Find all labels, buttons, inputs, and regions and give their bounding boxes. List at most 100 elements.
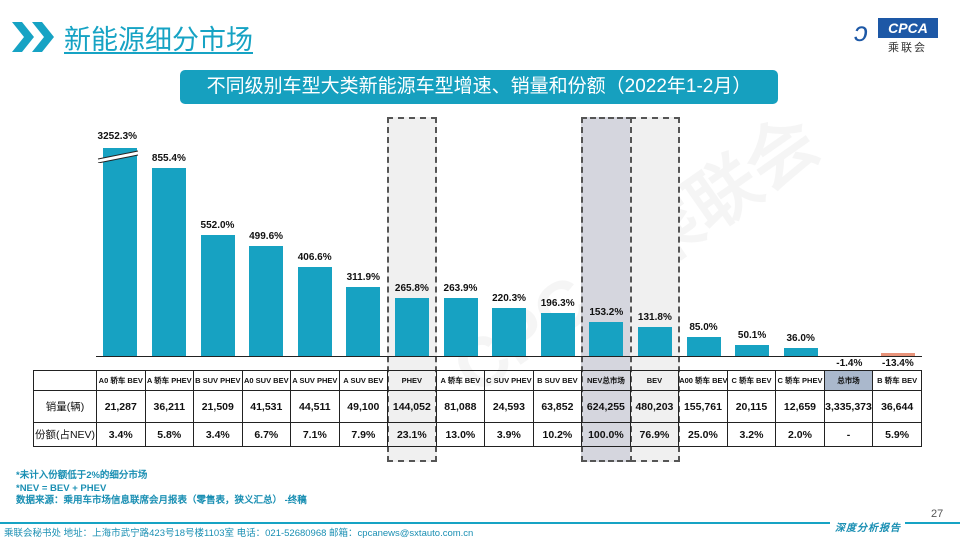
- bar: [394, 297, 429, 356]
- bar: [297, 266, 332, 356]
- table-cell: 100.0%: [581, 422, 631, 447]
- table-cell: 25.0%: [678, 422, 728, 447]
- table-cell: 23.1%: [387, 422, 437, 447]
- table-cell: 63,852: [532, 390, 583, 423]
- bar: [686, 337, 721, 356]
- table-cell: -: [823, 422, 874, 447]
- column-header: B 轿车 BEV: [872, 370, 922, 391]
- note: *未计入份额低于2%的细分市场: [16, 470, 148, 481]
- data-label: -1.4%: [836, 358, 863, 369]
- column-header: NEV总市场: [581, 370, 631, 391]
- logo-cn: 乘联会: [888, 42, 927, 54]
- table-cell: 624,255: [581, 390, 631, 423]
- table-cell: 21,287: [96, 390, 146, 423]
- table-cell: 3.4%: [193, 422, 243, 447]
- data-label: 36.0%: [786, 333, 815, 345]
- table-cell: 3.4%: [96, 422, 146, 447]
- data-label: 196.3%: [540, 297, 575, 309]
- column-header: B SUV BEV: [532, 370, 583, 391]
- table-cell: 3,335,373: [823, 390, 874, 423]
- table-cell: 3.2%: [726, 422, 777, 447]
- table-cell: 76.9%: [629, 422, 680, 447]
- page-title: 新能源细分市场: [64, 25, 253, 55]
- bar: [880, 352, 915, 356]
- column-header: A SUV BEV: [338, 370, 389, 391]
- data-label: 85.0%: [689, 322, 718, 334]
- logo-text: CPCA: [878, 18, 938, 38]
- table-cell: 21,509: [193, 390, 243, 423]
- bar: [492, 307, 527, 356]
- notes: *未计入份额低于2%的细分市场 *NEV = BEV + PHEV 数据来源：乘…: [16, 470, 307, 508]
- bar: [200, 234, 235, 356]
- table-cell: 49,100: [338, 390, 389, 423]
- footer-tag: 深度分析报告: [835, 523, 901, 534]
- table-cell: 6.7%: [241, 422, 292, 447]
- footer-text: 乘联会秘书处 地址：上海市武宁路423号18号楼1103室 电话：021-526…: [4, 528, 474, 539]
- column-header: A00 轿车 BEV: [678, 370, 728, 391]
- table-cell: 13.0%: [435, 422, 486, 447]
- footer-divider: [0, 522, 830, 524]
- table-cell: 44,511: [290, 390, 340, 423]
- bar: [540, 312, 575, 356]
- column-header: B SUV PHEV: [193, 370, 243, 391]
- bar: [637, 327, 672, 356]
- table-row-share: 份额(占NEV) 3.4% 5.8% 3.4% 6.7% 7.1% 7.9% 23.1% 13.…: [33, 422, 922, 447]
- table-cell: 7.9%: [338, 422, 389, 447]
- column-header: A0 轿车 BEV: [96, 370, 146, 391]
- table-cell: 2.0%: [775, 422, 825, 447]
- data-label: 263.9%: [443, 282, 478, 294]
- cpca-logo: ↄ CPCA 乘联会: [848, 16, 948, 56]
- chart-title: 不同级别车型大类新能源车型增速、销量和份额（2022年1-2月）: [180, 70, 778, 104]
- column-header: C 轿车 BEV: [726, 370, 777, 391]
- bar: [346, 287, 381, 356]
- column-header: A 轿车 BEV: [435, 370, 486, 391]
- data-label: 265.8%: [394, 282, 429, 294]
- data-label: -13.4%: [882, 358, 914, 369]
- note-source: 数据来源：乘用车市场信息联席会月报表（零售表，狭义汇总） -终稿: [16, 495, 307, 506]
- table-cell: 36,644: [872, 390, 922, 423]
- data-label: 552.0%: [200, 219, 235, 231]
- data-label: 50.1%: [737, 329, 767, 341]
- data-table: A0 轿车 BEV A 轿车 PHEV B SUV PHEV A0 SUV BEV A …: [33, 370, 922, 447]
- bar: [735, 344, 770, 356]
- table-cell: 5.8%: [144, 422, 195, 447]
- column-header: C 轿车 PHEV: [775, 370, 825, 391]
- data-label: 131.8%: [637, 312, 672, 323]
- axis-break-icon: [97, 150, 139, 163]
- data-label: 153.2%: [589, 307, 624, 319]
- table-cell: 81,088: [435, 390, 486, 423]
- table-cell: 144,052: [387, 390, 437, 423]
- data-label: 855.4%: [151, 152, 186, 164]
- data-label: 220.3%: [492, 292, 527, 304]
- column-header: C SUV PHEV: [484, 370, 534, 391]
- data-label: 499.6%: [249, 231, 284, 243]
- table-cell: 155,761: [678, 390, 728, 423]
- row-label-sales: 销量(辆): [33, 390, 97, 423]
- table-cell: 36,211: [144, 390, 195, 423]
- table-cell: 12,659: [775, 390, 825, 423]
- data-label: 406.6%: [297, 251, 332, 263]
- bar: [103, 148, 138, 356]
- table-header-row: A0 轿车 BEV A 轿车 PHEV B SUV PHEV A0 SUV BEV A …: [33, 370, 922, 391]
- table-cell: 41,531: [241, 390, 292, 423]
- table-cell: 10.2%: [532, 422, 583, 447]
- footer-divider: [905, 522, 960, 524]
- bar: [443, 297, 478, 356]
- bar: [249, 246, 284, 356]
- row-label-share: 份额(占NEV): [33, 422, 97, 447]
- chevron-icon: [12, 22, 54, 52]
- column-header: A0 SUV BEV: [241, 370, 292, 391]
- logo-emblem-icon: ↄ: [854, 16, 868, 47]
- table-cell: 480,203: [629, 390, 680, 423]
- table-cell: 24,593: [484, 390, 534, 423]
- bar: [783, 348, 818, 356]
- x-axis-line: [96, 356, 922, 357]
- column-header: BEV: [629, 370, 680, 391]
- table-cell: 5.9%: [872, 422, 922, 447]
- table-row-sales: 销量(辆) 21,287 36,211 21,509 41,531 44,511 49,10…: [33, 390, 922, 423]
- bar: [589, 322, 624, 356]
- data-label: 311.9%: [346, 272, 380, 284]
- column-header: 总市场: [823, 370, 874, 391]
- table-cell: 3.9%: [484, 422, 534, 447]
- note: *NEV = BEV + PHEV: [16, 482, 107, 494]
